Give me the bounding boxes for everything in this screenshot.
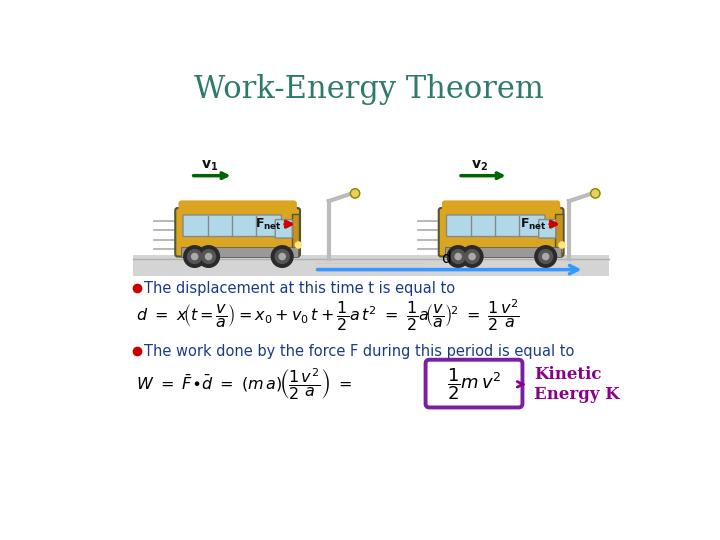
FancyBboxPatch shape: [292, 214, 300, 253]
FancyBboxPatch shape: [443, 201, 559, 217]
Text: $\mathbf{F_{net}}$: $\mathbf{F_{net}}$: [520, 217, 546, 232]
FancyBboxPatch shape: [555, 214, 563, 253]
Circle shape: [465, 249, 479, 264]
Text: The work done by the force F during this period is equal to: The work done by the force F during this…: [144, 344, 575, 359]
Circle shape: [455, 253, 462, 260]
Circle shape: [351, 189, 360, 198]
Circle shape: [279, 253, 285, 260]
Text: $W \ = \ \bar{F}{\bullet}\bar{d} \ = \ (m\,a)\!\left(\dfrac{1}{2}\dfrac{v^2}{a}\: $W \ = \ \bar{F}{\bullet}\bar{d} \ = \ (…: [137, 367, 354, 402]
Circle shape: [198, 246, 220, 267]
Circle shape: [184, 246, 205, 267]
Text: $\mathbf{v_2}$: $\mathbf{v_2}$: [471, 158, 487, 173]
Circle shape: [192, 253, 198, 260]
Text: Work-Energy Theorem: Work-Energy Theorem: [194, 74, 544, 105]
FancyBboxPatch shape: [275, 220, 292, 238]
Text: $\dfrac{1}{2}m\,v^2$: $\dfrac{1}{2}m\,v^2$: [447, 367, 501, 402]
FancyBboxPatch shape: [175, 208, 300, 256]
FancyBboxPatch shape: [446, 215, 545, 237]
FancyBboxPatch shape: [179, 201, 296, 217]
Circle shape: [590, 189, 600, 198]
Circle shape: [451, 249, 465, 264]
Text: Kinetic
Energy K: Kinetic Energy K: [534, 366, 620, 403]
FancyBboxPatch shape: [183, 215, 282, 237]
Circle shape: [188, 249, 202, 264]
FancyBboxPatch shape: [539, 220, 556, 238]
Circle shape: [205, 253, 212, 260]
FancyBboxPatch shape: [445, 247, 561, 256]
Text: The displacement at this time t is equal to: The displacement at this time t is equal…: [144, 281, 455, 295]
Circle shape: [202, 249, 215, 264]
FancyBboxPatch shape: [181, 247, 297, 256]
Circle shape: [469, 253, 475, 260]
Circle shape: [295, 242, 302, 248]
Circle shape: [275, 249, 289, 264]
FancyBboxPatch shape: [438, 208, 564, 256]
FancyBboxPatch shape: [426, 360, 523, 408]
Circle shape: [543, 253, 549, 260]
Circle shape: [447, 246, 469, 267]
Circle shape: [539, 249, 553, 264]
Text: $\mathbf{F_{net}}$: $\mathbf{F_{net}}$: [255, 217, 282, 232]
Text: d: d: [441, 251, 451, 266]
Circle shape: [462, 246, 483, 267]
Text: $\mathbf{v_1}$: $\mathbf{v_1}$: [202, 158, 219, 173]
FancyBboxPatch shape: [132, 255, 609, 276]
Circle shape: [271, 246, 293, 267]
Text: $d \ = \ x\!\left(t = \dfrac{v}{a}\right) = x_0 + v_0\,t + \dfrac{1}{2}a\,t^2\ =: $d \ = \ x\!\left(t = \dfrac{v}{a}\right…: [137, 297, 521, 333]
Circle shape: [559, 242, 565, 248]
Circle shape: [535, 246, 557, 267]
